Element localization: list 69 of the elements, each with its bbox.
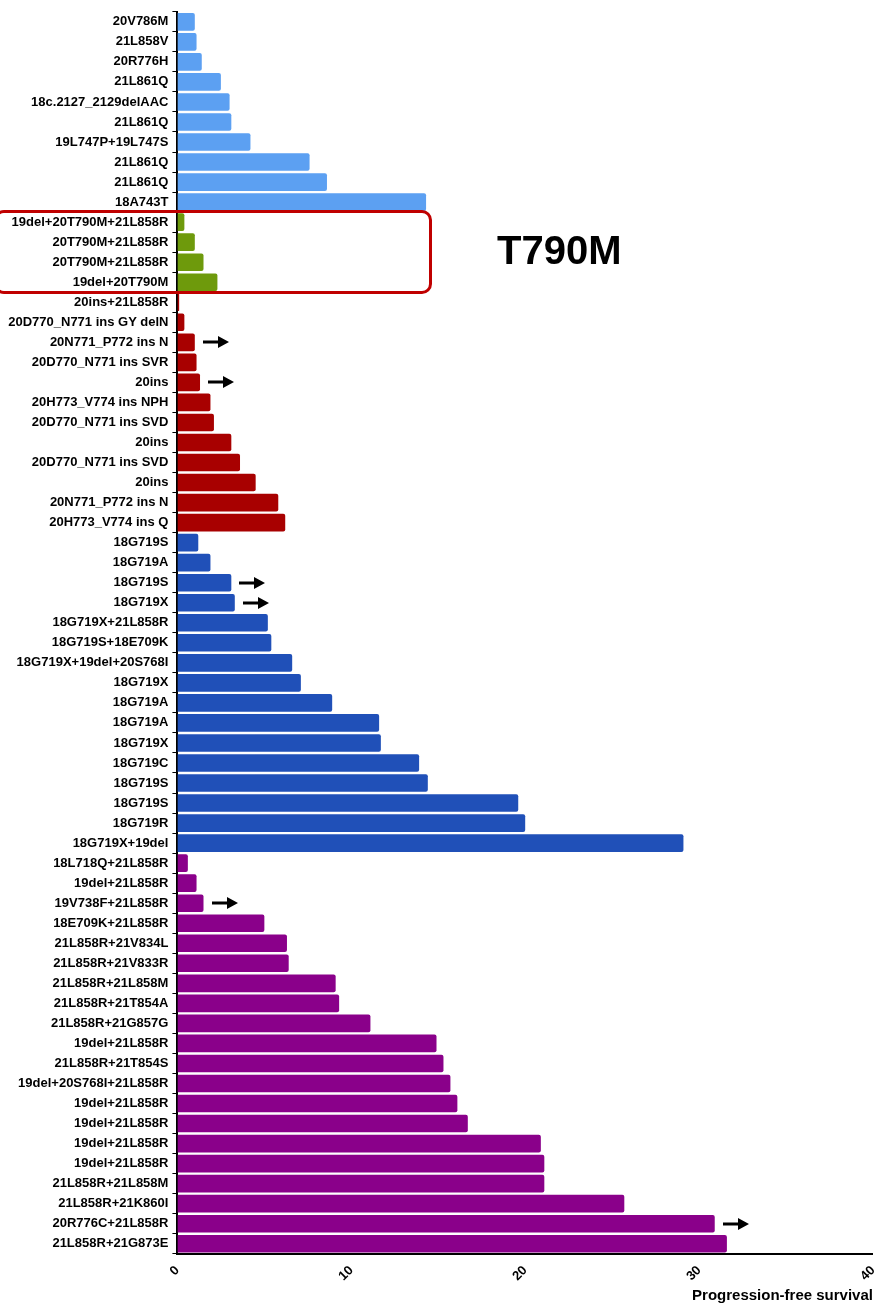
y-tick-label: 19del+21L858R [74, 1155, 170, 1171]
y-tick-label: 21L858R+21L858M [52, 974, 169, 990]
y-tick-label: 18G719X+19del+20S768I [16, 654, 169, 670]
x-axis-title: Progression-free survival [692, 1286, 873, 1304]
y-tick-label: 18G719S [113, 534, 169, 550]
y-tick-label: 18G719S [113, 574, 169, 590]
y-tick-label: 20T790M+21L858R [52, 253, 170, 269]
y-tick-label: 18G719X [113, 594, 169, 610]
y-tick-label: 18G719R [112, 814, 170, 830]
y-tick-label: 18G719A [112, 554, 170, 570]
y-tick-label: 19V738F+21L858R [54, 894, 170, 910]
y-tick-label: 20V786M [112, 13, 169, 29]
y-tick-label: 18G719X+19del [72, 834, 169, 850]
y-tick-label: 21L861Q [114, 173, 169, 189]
y-tick-label: 20D770_N771 ins SVR [31, 353, 170, 369]
y-tick-label: 19del+21L858R [74, 1034, 170, 1050]
y-tick-label: 21L858R+21L858M [52, 1175, 169, 1191]
y-tick-label: 21L858R+21V833R [53, 954, 170, 970]
y-tick-label: 21L858R+21V834L [54, 934, 169, 950]
y-tick-label: 19del+20S768I+21L858R [18, 1075, 170, 1091]
x-tick-label: 0 [166, 1262, 183, 1279]
y-tick-label: 19L747P+19L747S [55, 133, 169, 149]
y-tick-label: 20ins+21L858R [74, 293, 170, 309]
y-tick-label: 18G719S+18E709K [51, 634, 170, 650]
y-tick-label: 21L858R+21T854A [53, 994, 170, 1010]
y-tick-label: 20ins [135, 434, 169, 450]
y-tick-label: 21L858R+21K860I [58, 1195, 169, 1211]
y-tick-label: 18G719A [112, 694, 170, 710]
y-tick-label: 21L861Q [114, 73, 169, 89]
y-tick-label: 19del+21L858R [74, 1115, 170, 1131]
y-tick-label: 21L861Q [114, 113, 169, 129]
y-tick-label: 18G719X [113, 734, 169, 750]
y-tick-label: 20D770_N771 ins SVD [31, 414, 169, 430]
y-tick-label: 20D770_N771 ins SVD [31, 454, 169, 470]
y-tick-label: 20N771_P772 ins N [49, 494, 169, 510]
y-tick-label: 21L858V [115, 33, 169, 49]
y-tick-label: 18L718Q+21L858R [53, 854, 170, 870]
y-tick-label: 20R776C+21L858R [52, 1215, 170, 1231]
y-tick-label: 20H773_V774 ins Q [49, 514, 169, 530]
x-tick-label: 40 [856, 1262, 878, 1284]
y-tick-label: 18A743T [114, 193, 169, 209]
y-tick-label: 21L861Q [114, 153, 169, 169]
y-tick-label: 18G719C [112, 754, 170, 770]
y-tick-label: 20N771_P772 ins N [49, 333, 169, 349]
y-tick-label: 20R776H [113, 53, 169, 69]
y-tick-label: 20H773_V774 ins NPH [31, 393, 169, 409]
y-tick-label: 18G719X+21L858R [52, 614, 170, 630]
y-tick-label: 18G719X [113, 674, 169, 690]
y-tick-label: 18G719S [113, 794, 169, 810]
y-tick-label: 20D770_N771 ins GY delN [8, 313, 169, 329]
y-tick-label: 19del+20T790M+21L858R [11, 213, 170, 229]
y-tick-label: 18G719A [112, 714, 170, 730]
y-tick-label: 19del+21L858R [74, 1135, 170, 1151]
y-tick-label: 21L858R+21T854S [54, 1055, 169, 1071]
x-tick-label: 10 [335, 1262, 356, 1284]
x-tick-label: 30 [682, 1262, 704, 1284]
y-tick-label: 18c.2127_2129delAAC [31, 93, 170, 109]
y-tick-label: 18G719S [113, 774, 169, 790]
y-tick-label: 21L858R+21G873E [52, 1235, 169, 1251]
y-tick-label: 19del+20T790M [72, 273, 169, 289]
annotation: T790M [497, 228, 622, 274]
y-tick-label: 19del+21L858R [74, 874, 170, 890]
x-tick-label: 20 [509, 1262, 530, 1284]
y-tick-label: 20ins [135, 373, 169, 389]
y-tick-label: 21L858R+21G857G [50, 1014, 169, 1030]
y-tick-label: 20T790M+21L858R [52, 233, 170, 249]
y-tick-label: 18E709K+21L858R [53, 914, 170, 930]
y-tick-label: 20ins [135, 474, 169, 490]
y-tick-label: 19del+21L858R [74, 1095, 170, 1111]
